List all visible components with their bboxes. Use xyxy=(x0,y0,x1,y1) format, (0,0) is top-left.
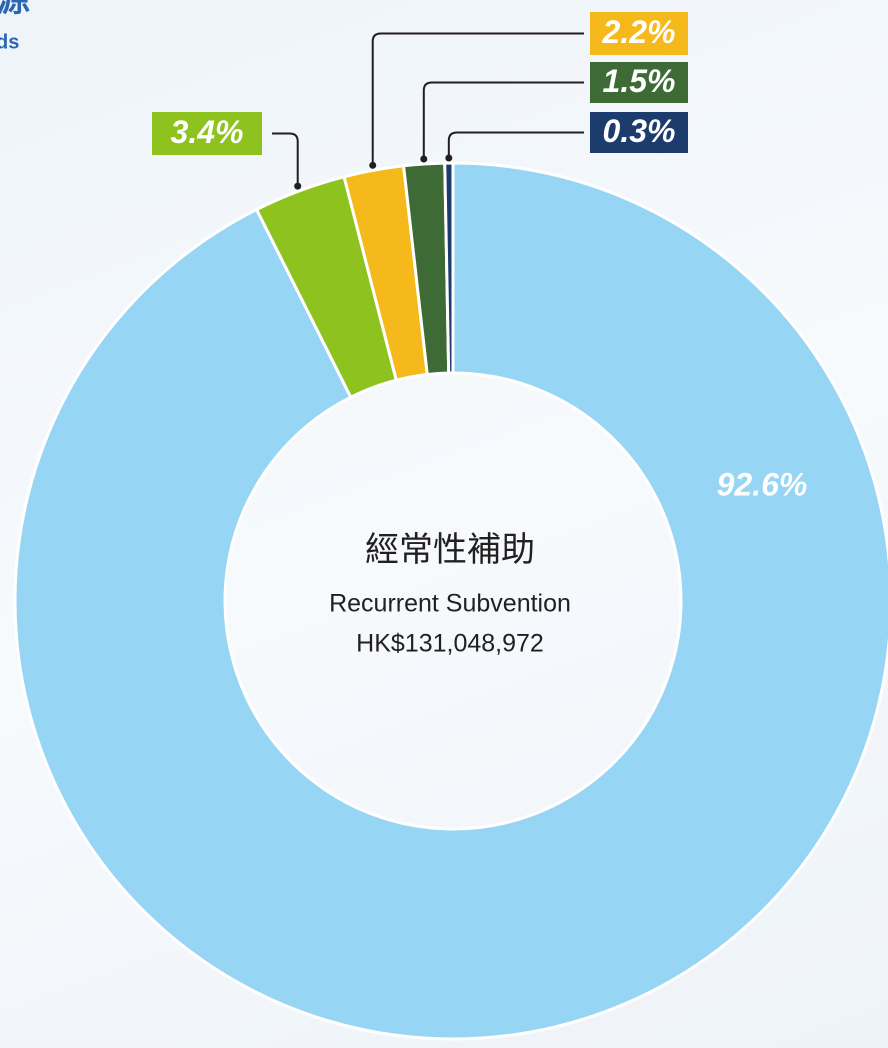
leader-line xyxy=(422,81,584,159)
label-box xyxy=(590,112,688,153)
leader-dot xyxy=(369,161,377,169)
leader-dot xyxy=(445,154,453,162)
leader-dot xyxy=(420,155,428,163)
leader-dot xyxy=(294,182,302,190)
center-amount: HK$131,048,972 xyxy=(356,630,544,658)
title: 源 xyxy=(0,0,30,19)
center-title: 經常性補助 xyxy=(365,531,535,569)
label-box xyxy=(590,12,688,55)
value-label: 92.6% xyxy=(717,466,808,502)
value-label: 0.3% xyxy=(603,113,676,149)
value-label: 1.5% xyxy=(603,63,676,99)
leader-line xyxy=(447,131,584,159)
value-label: 3.4% xyxy=(171,114,244,150)
leader-line xyxy=(371,32,584,166)
slice xyxy=(13,161,888,1041)
value-label: 2.2% xyxy=(602,14,676,50)
center-label: Recurrent Subvention xyxy=(329,590,571,618)
slice xyxy=(443,161,455,375)
label-box xyxy=(152,112,262,155)
subtitle: ds xyxy=(0,31,19,53)
label-box xyxy=(590,62,688,103)
leader-line xyxy=(272,132,299,187)
